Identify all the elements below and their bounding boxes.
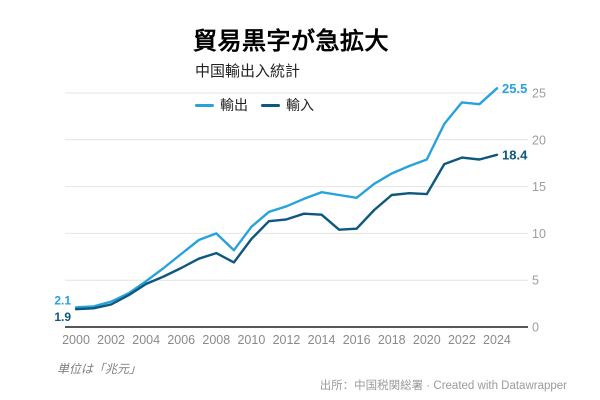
imports-end-label: 18.4 <box>502 147 528 162</box>
y-tick-label: 20 <box>532 133 546 147</box>
y-tick-label: 5 <box>532 274 539 288</box>
legend-item-imports: 輸入 <box>261 95 314 115</box>
legend-item-exports: 輸出 <box>195 95 248 115</box>
x-tick-label: 2006 <box>167 333 195 347</box>
x-tick-label: 2020 <box>413 333 441 347</box>
chart-title: 貿易黒字が急拡大 <box>193 28 389 55</box>
legend-label-imports: 輸入 <box>286 97 314 113</box>
x-tick-label: 2024 <box>483 333 511 347</box>
y-tick-label: 15 <box>532 180 546 194</box>
legend: 輸出 輸入 <box>195 97 314 113</box>
imports-line <box>74 153 499 311</box>
imports-start-label: 1.9 <box>54 310 71 324</box>
x-tick-label: 2012 <box>273 333 301 347</box>
exports-line <box>74 87 499 309</box>
x-tick-label: 2002 <box>97 333 125 347</box>
x-tick-label: 2008 <box>202 333 230 347</box>
source-attribution: 出所：中国税関総署 · Created with Datawrapper <box>319 380 567 392</box>
y-tick-label: 0 <box>532 321 539 335</box>
unit-note: 単位は「兆元」 <box>57 362 142 376</box>
x-tick-label: 2016 <box>343 333 371 347</box>
x-tick-label: 2000 <box>62 333 90 347</box>
x-tick-label: 2018 <box>378 333 406 347</box>
x-tick-label: 2004 <box>132 333 160 347</box>
y-tick-label: 25 <box>532 87 546 101</box>
x-tick-label: 2014 <box>308 333 336 347</box>
exports-end-label: 25.5 <box>502 81 527 96</box>
chart-subtitle: 中国輸出入統計 <box>195 63 301 80</box>
imports-line-swatch <box>261 103 280 107</box>
x-tick-label: 2022 <box>448 333 476 347</box>
y-tick-label: 10 <box>532 227 546 241</box>
exports-start-label: 2.1 <box>54 293 71 307</box>
x-tick-label: 2010 <box>237 333 265 347</box>
exports-line-swatch <box>195 103 214 107</box>
legend-label-exports: 輸出 <box>220 97 248 113</box>
